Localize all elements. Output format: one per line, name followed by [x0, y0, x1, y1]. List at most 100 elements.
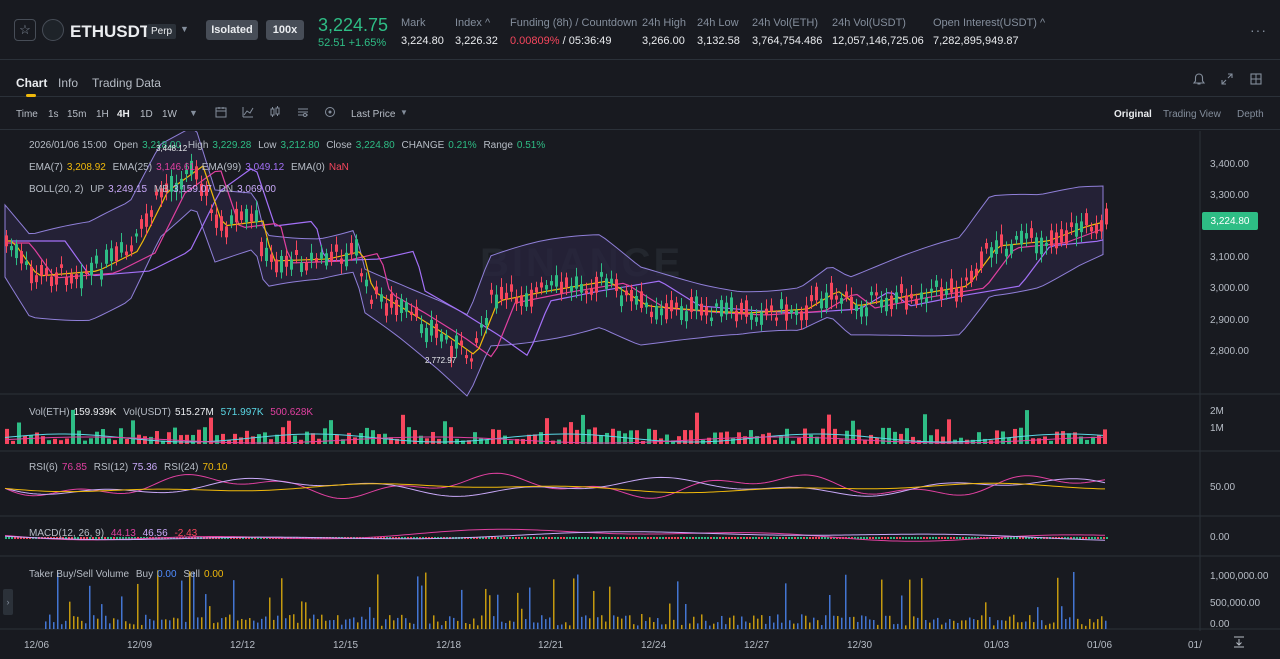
macd-hist-bar — [947, 537, 949, 539]
taker-volume-bar — [1017, 622, 1019, 629]
interval-1s[interactable]: 1s — [48, 109, 59, 120]
volume-bar — [707, 437, 711, 444]
candle-body — [465, 355, 468, 359]
rsi12-line — [4, 476, 1106, 497]
margin-mode-button[interactable]: Isolated — [206, 20, 258, 40]
taker-volume-bar — [629, 615, 631, 629]
volume-bar — [857, 429, 861, 444]
legend-ema25-label: EMA(25) — [112, 162, 153, 173]
volume-bar — [95, 431, 99, 444]
candle-body — [850, 296, 853, 310]
taker-volume-bar — [753, 615, 755, 629]
taker-volume-bar — [673, 619, 675, 629]
candle-body — [710, 317, 713, 322]
view-depth[interactable]: Depth — [1237, 109, 1264, 120]
favorite-star-icon[interactable]: ☆ — [14, 19, 36, 41]
side-panel-toggle-icon[interactable]: › — [3, 589, 13, 615]
interval-1h[interactable]: 1H — [96, 109, 109, 120]
symbol-title[interactable]: ETHUSDT — [70, 22, 151, 41]
macd-hist-bar — [422, 537, 424, 539]
taker-volume-bar — [693, 616, 695, 629]
taker-volume-bar — [197, 617, 199, 629]
candle-body — [1000, 234, 1003, 247]
candle-body — [205, 185, 208, 196]
calendar-icon[interactable] — [215, 106, 227, 121]
candle-body — [445, 335, 448, 340]
taker-volume-bar — [1013, 614, 1015, 629]
macd-hist-bar — [1088, 537, 1090, 539]
chevron-down-icon[interactable]: ▼ — [180, 24, 189, 34]
volume-bar — [533, 434, 537, 444]
candle-body — [275, 259, 278, 273]
volume-bar — [971, 439, 975, 444]
taker-volume-bar — [1005, 620, 1007, 629]
indicators-icon[interactable] — [242, 106, 254, 121]
candle-body — [490, 289, 493, 295]
volume-bar — [677, 436, 681, 444]
volume-bar — [53, 438, 57, 444]
legend-macd-dif: 44.13 — [110, 528, 136, 539]
price-type-select[interactable]: Last Price — [351, 109, 396, 120]
macd-hist-bar — [686, 537, 688, 539]
popout-icon[interactable] — [1250, 73, 1262, 88]
candlestick-chart[interactable] — [0, 131, 1280, 659]
expand-icon[interactable] — [1221, 73, 1233, 88]
tab-trading-data[interactable]: Trading Data — [92, 76, 161, 90]
volume-legend: Vol(ETH) 159.939K Vol(USDT) 515.27M 571.99… — [29, 407, 317, 418]
macd-hist-bar — [1022, 537, 1024, 539]
time-label[interactable]: Time — [16, 109, 38, 120]
price-type-chevron-icon[interactable]: ▼ — [400, 108, 408, 117]
volume-bar — [515, 438, 519, 444]
scroll-to-latest-icon[interactable] — [1233, 636, 1245, 651]
stat-index[interactable]: Index ^ 3,226.32 — [455, 17, 498, 47]
macd-hist-bar — [506, 537, 508, 539]
ohlc-legend: 2026/01/06 15:00 Open 3,218.00 High 3,229.… — [29, 140, 549, 151]
taker-volume-bar — [1093, 622, 1095, 629]
date-label: 12/24 — [641, 640, 667, 651]
leverage-button[interactable]: 100x — [266, 20, 304, 40]
tab-chart[interactable]: Chart — [16, 76, 48, 90]
candle-body — [520, 295, 523, 307]
macd-hist-bar — [1073, 537, 1075, 539]
bell-icon[interactable] — [1192, 73, 1206, 89]
interval-4h[interactable]: 4H — [117, 109, 130, 120]
candle-body — [1095, 224, 1098, 234]
taker-axis-label: 1,000,000.00 — [1210, 571, 1269, 582]
taker-volume-bar — [289, 615, 291, 629]
interval-1w[interactable]: 1W — [162, 109, 177, 120]
macd-hist-bar — [509, 537, 511, 539]
macd-hist-bar — [794, 537, 796, 539]
macd-hist-bar — [944, 537, 946, 539]
taker-volume-bar — [121, 596, 123, 629]
macd-hist-bar — [56, 537, 58, 539]
candle-type-icon[interactable] — [269, 106, 281, 121]
taker-volume-bar — [573, 578, 575, 629]
taker-volume-bar — [853, 616, 855, 629]
funding-countdown: / 05:36:49 — [559, 35, 612, 47]
macd-hist-bar — [638, 537, 640, 539]
drawing-tools-icon[interactable] — [324, 106, 336, 121]
tab-info[interactable]: Info — [58, 76, 79, 90]
candle-body — [955, 287, 958, 302]
stat-label: Funding (8h) / Countdown — [510, 17, 638, 29]
macd-hist-bar — [803, 537, 805, 539]
view-original[interactable]: Original — [1114, 109, 1152, 120]
taker-volume-bar — [605, 621, 607, 629]
candle-body — [1085, 213, 1088, 226]
volume-bar — [269, 439, 273, 444]
taker-volume-bar — [1073, 571, 1075, 629]
interval-dropdown-icon[interactable]: ▼ — [189, 108, 198, 118]
candle-body — [110, 248, 113, 262]
contract-type-badge[interactable]: Perp — [147, 24, 177, 39]
interval-1d[interactable]: 1D — [140, 109, 153, 120]
stat-open-interest[interactable]: Open Interest(USDT) ^ 7,282,895,949.87 — [933, 17, 1045, 47]
candle-body — [965, 277, 968, 281]
taker-volume-bar — [861, 615, 863, 629]
volume-bar — [353, 437, 357, 444]
interval-15m[interactable]: 15m — [67, 109, 87, 120]
taker-volume-bar — [553, 579, 555, 629]
settings-sliders-icon[interactable] — [297, 106, 309, 121]
view-trading-view[interactable]: Trading View — [1163, 109, 1221, 120]
more-menu-icon[interactable]: ··· — [1250, 22, 1267, 38]
